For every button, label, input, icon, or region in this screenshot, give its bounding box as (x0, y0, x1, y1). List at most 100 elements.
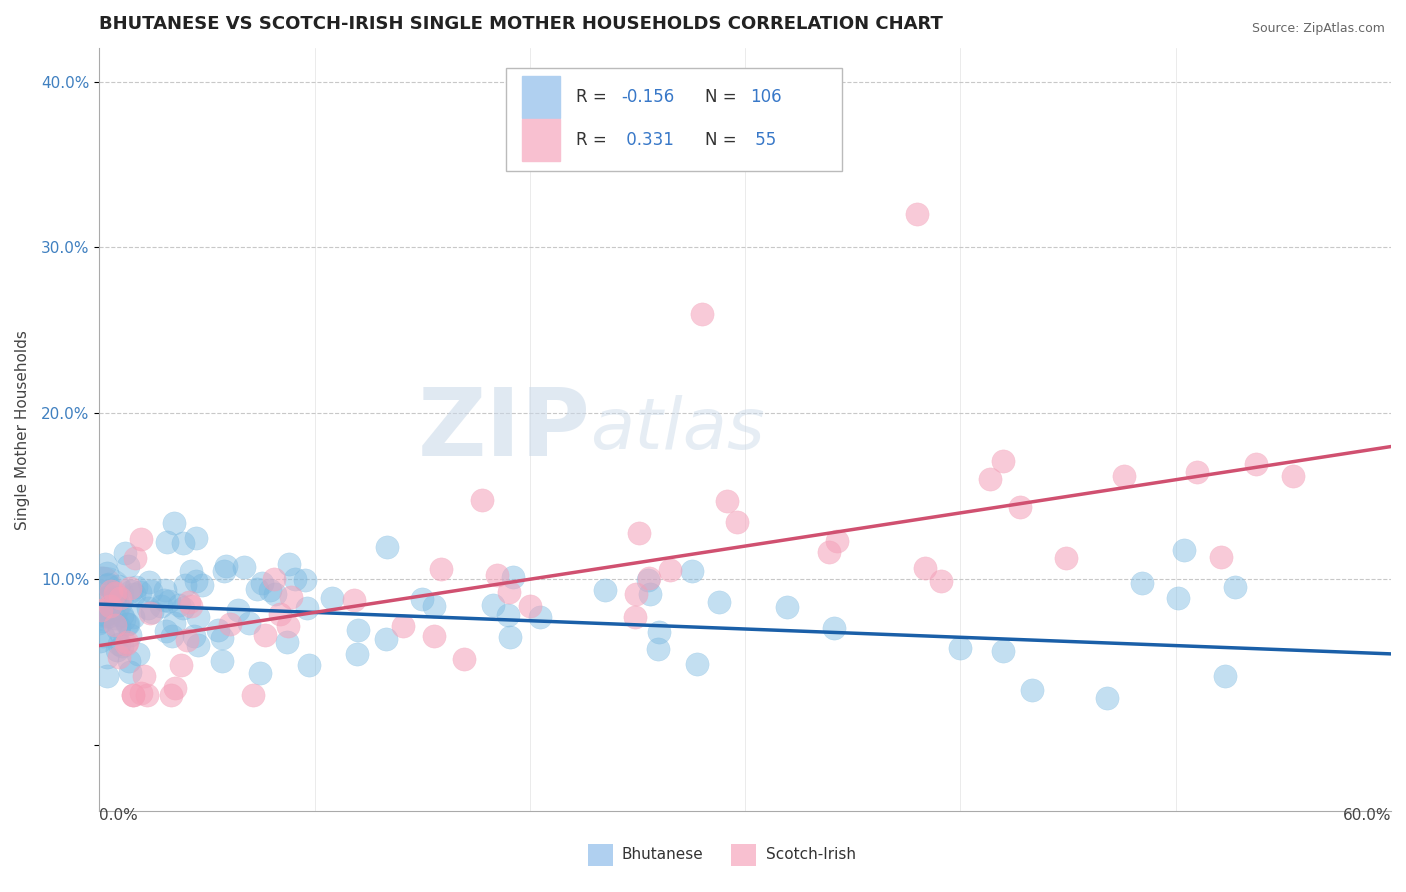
Point (949, 641, 972, 656)
Point (430, 562, 453, 576)
Point (138, 574, 160, 589)
Point (91, 614, 114, 628)
Point (502, 570, 524, 584)
Point (124, 550, 146, 565)
Point (343, 592, 366, 607)
Point (470, 493, 492, 508)
Point (139, 583, 162, 598)
Point (118, 654, 141, 668)
Point (97, 608, 120, 623)
Point (91, 607, 114, 622)
Point (638, 571, 661, 585)
Point (153, 583, 176, 598)
Point (108, 591, 131, 605)
Point (90, 581, 112, 595)
Point (1166, 591, 1188, 606)
Point (374, 632, 396, 647)
Point (1173, 542, 1195, 557)
Point (91, 629, 114, 643)
Point (1244, 458, 1267, 472)
Text: Source: ZipAtlas.com: Source: ZipAtlas.com (1251, 22, 1385, 36)
Point (690, 307, 713, 321)
Point (627, 526, 650, 541)
Point (104, 586, 127, 600)
Point (233, 560, 256, 574)
Point (121, 689, 143, 703)
Text: 55: 55 (751, 131, 776, 149)
Point (96, 668, 118, 682)
Point (219, 616, 242, 631)
Point (114, 637, 136, 651)
Point (141, 605, 163, 619)
Point (104, 590, 127, 604)
Point (165, 681, 187, 696)
Point (499, 630, 522, 644)
Point (120, 584, 142, 599)
Point (98, 589, 121, 603)
Point (138, 600, 160, 615)
Point (905, 207, 928, 221)
Point (498, 585, 520, 599)
Point (215, 559, 238, 574)
Point (818, 545, 841, 559)
Text: ZIP: ZIP (418, 384, 591, 476)
Point (263, 573, 285, 587)
Point (104, 591, 127, 605)
Point (377, 540, 399, 554)
Point (89, 610, 111, 624)
Point (496, 608, 519, 623)
Point (637, 573, 659, 587)
Point (105, 643, 128, 657)
Point (1223, 580, 1246, 594)
Point (187, 609, 209, 624)
Point (979, 472, 1001, 486)
Point (252, 575, 274, 590)
Point (486, 567, 509, 582)
Point (177, 594, 200, 608)
Point (117, 616, 139, 631)
Point (638, 587, 661, 601)
Text: 0.0%: 0.0% (100, 808, 138, 823)
Text: N =: N = (706, 87, 742, 105)
Point (159, 689, 181, 703)
Point (115, 635, 138, 649)
Point (1130, 575, 1153, 590)
Point (593, 582, 616, 597)
Point (127, 647, 149, 661)
Point (716, 493, 738, 508)
Text: Bhutanese: Bhutanese (621, 847, 703, 862)
Point (1021, 682, 1043, 697)
Point (422, 599, 444, 614)
Point (184, 574, 207, 588)
Point (129, 686, 152, 700)
Point (105, 594, 128, 608)
Point (160, 629, 183, 643)
Point (685, 657, 707, 671)
Text: Scotch-Irish: Scotch-Irish (766, 847, 856, 862)
Point (249, 665, 271, 680)
Point (114, 545, 136, 559)
Point (725, 515, 748, 529)
Point (139, 606, 162, 620)
Point (1215, 669, 1237, 683)
Point (519, 599, 541, 613)
Text: N =: N = (706, 131, 742, 149)
Point (115, 617, 138, 632)
Point (90, 603, 112, 617)
Point (482, 598, 505, 612)
Point (276, 634, 298, 648)
Point (172, 536, 194, 550)
Point (112, 612, 135, 626)
Point (129, 584, 152, 599)
Y-axis label: Single Mother Households: Single Mother Households (15, 330, 30, 530)
Point (153, 592, 176, 607)
Point (707, 595, 730, 609)
Point (108, 620, 131, 634)
Point (259, 582, 281, 597)
Point (207, 623, 229, 637)
Point (180, 564, 202, 578)
Point (117, 559, 139, 574)
Text: R =: R = (576, 131, 612, 149)
Point (120, 581, 142, 595)
Point (122, 610, 145, 624)
